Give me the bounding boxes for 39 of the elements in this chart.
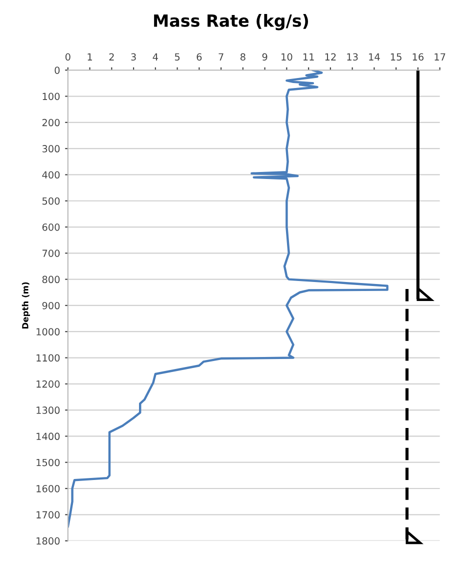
y-tick-label: 1300 — [36, 406, 60, 414]
x-tick-label: 15 — [390, 53, 402, 61]
y-tick-label: 1700 — [36, 511, 60, 518]
y-tick-label: 0 — [54, 66, 60, 74]
x-tick-label: 3 — [131, 53, 136, 61]
y-tick-label: 500 — [42, 197, 60, 205]
x-tick-label: 13 — [347, 53, 358, 61]
y-tick-label: 1800 — [36, 537, 60, 545]
x-tick-label: 8 — [240, 53, 246, 61]
x-tick-label: 4 — [152, 53, 158, 60]
y-tick-label: 800 — [42, 276, 60, 284]
y-tick-label: 1600 — [36, 484, 60, 492]
x-tick-label: 2 — [109, 53, 114, 60]
y-tick-label: 200 — [42, 118, 60, 126]
x-tick-label: 14 — [369, 53, 380, 60]
x-tick-label: 16 — [412, 53, 424, 61]
x-tick-label: 0 — [65, 53, 70, 61]
y-tick-label: 300 — [42, 145, 60, 152]
y-tick-label: 1400 — [36, 432, 60, 440]
x-tick-label: 6 — [196, 53, 202, 61]
y-tick-label: 400 — [42, 171, 60, 179]
x-tick-label: 12 — [325, 53, 336, 60]
x-tick-label: 11 — [303, 53, 314, 60]
y-tick-label: 900 — [42, 302, 60, 310]
y-axis-title: Depth (m) — [22, 282, 30, 329]
x-tick-label: 17 — [434, 53, 446, 60]
x-tick-label: 5 — [174, 53, 180, 61]
y-tick-label: 1100 — [36, 354, 60, 362]
y-tick-label: 600 — [42, 223, 60, 231]
chart-title: Mass Rate (kg/s) — [154, 14, 308, 30]
x-tick-label: 10 — [282, 53, 292, 61]
y-tick-label: 700 — [42, 250, 60, 257]
y-tick-label: 1200 — [36, 380, 60, 388]
y-tick-label: 1500 — [36, 458, 60, 466]
y-tick-label: 1000 — [36, 328, 60, 336]
y-tick-label: 100 — [42, 92, 60, 100]
x-tick-label: 7 — [218, 53, 224, 60]
x-tick-label: 9 — [262, 53, 268, 61]
x-tick-label: 1 — [88, 53, 92, 60]
